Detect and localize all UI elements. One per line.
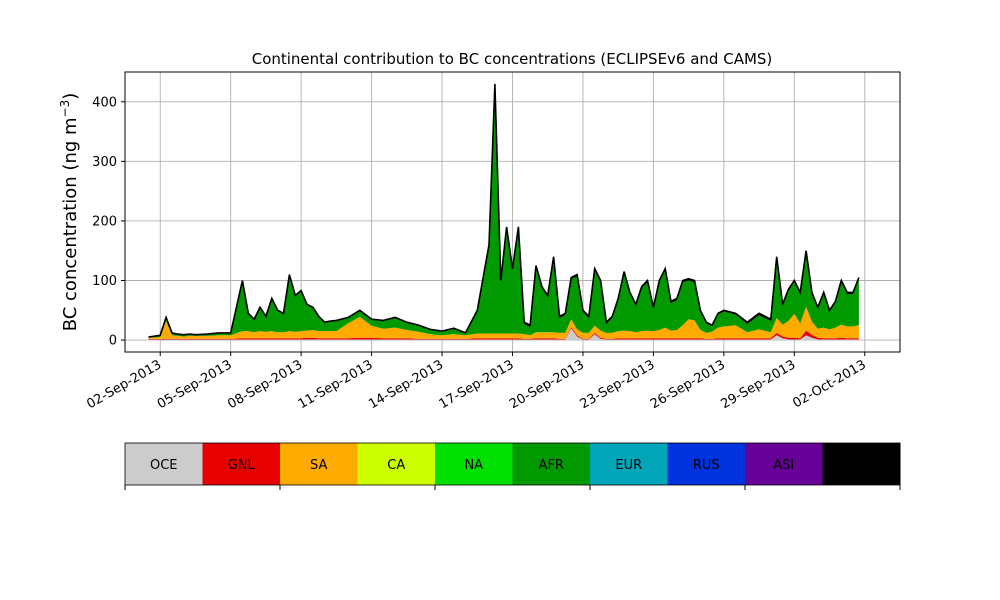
area-gnl bbox=[148, 327, 859, 340]
legend-swatch-na bbox=[435, 443, 513, 485]
y-tick-label: 300 bbox=[92, 155, 117, 170]
y-tick-label: 100 bbox=[92, 274, 117, 289]
gridlines bbox=[125, 72, 900, 352]
area-sa bbox=[148, 306, 859, 339]
legend-label-asi: ASI bbox=[773, 458, 794, 473]
legend-label-oce: OCE bbox=[150, 458, 178, 473]
legend-swatch-oce bbox=[125, 443, 203, 485]
x-tick-label: 11-Sep-2013 bbox=[296, 357, 376, 412]
legend-swatch-aus bbox=[822, 443, 901, 485]
legend-swatch-sa bbox=[280, 443, 358, 485]
x-tick-label: 08-Sep-2013 bbox=[225, 357, 305, 412]
y-tick-label: 400 bbox=[92, 95, 117, 110]
stacked-areas bbox=[148, 83, 859, 341]
x-axis: 02-Sep-201305-Sep-201308-Sep-201311-Sep-… bbox=[84, 352, 869, 412]
x-tick-label: 02-Oct-2013 bbox=[790, 357, 868, 411]
legend-label-eur: EUR bbox=[615, 458, 642, 473]
legend-swatch-asi bbox=[745, 443, 823, 485]
y-axis: 0 100 200 300 400 bbox=[92, 95, 125, 349]
legend-label-na: NA bbox=[464, 458, 483, 473]
legend-label-ca: CA bbox=[387, 458, 405, 473]
x-tick-label: 23-Sep-2013 bbox=[578, 357, 658, 412]
x-tick-label: 05-Sep-2013 bbox=[155, 357, 235, 412]
x-tick-label: 17-Sep-2013 bbox=[437, 357, 517, 412]
x-tick-label: 02-Sep-2013 bbox=[84, 357, 164, 412]
colorbar-legend: OCE GNL SA CA NA AFR EUR RUS ASI AUS bbox=[124, 442, 901, 490]
total-line bbox=[148, 83, 860, 338]
x-tick-label: 26-Sep-2013 bbox=[648, 357, 728, 412]
x-tick-label: 20-Sep-2013 bbox=[507, 357, 587, 412]
legend-swatch-ca bbox=[357, 443, 436, 485]
area-afr bbox=[148, 88, 859, 338]
chart-title: Continental contribution to BC concentra… bbox=[252, 50, 773, 68]
legend-label-afr: AFR bbox=[539, 458, 564, 473]
total-outline bbox=[148, 83, 860, 338]
legend-swatch-rus bbox=[667, 443, 746, 485]
legend-frame bbox=[124, 442, 901, 486]
legend-label-gnl: GNL bbox=[228, 458, 256, 473]
y-tick-label: 200 bbox=[92, 214, 117, 229]
x-tick-label: 14-Sep-2013 bbox=[366, 357, 446, 412]
y-axis-label: BC concentration (ng m−3) bbox=[58, 93, 81, 332]
legend-swatch-gnl bbox=[202, 443, 281, 485]
legend-swatch-afr bbox=[512, 443, 591, 485]
legend-label-sa: SA bbox=[310, 458, 327, 473]
x-tick-label: 29-Sep-2013 bbox=[718, 357, 798, 412]
legend-swatch-eur bbox=[590, 443, 668, 485]
legend-label-aus: AUS bbox=[848, 458, 875, 473]
y-tick-label: 0 bbox=[109, 334, 117, 349]
legend-label-rus: RUS bbox=[693, 458, 720, 473]
